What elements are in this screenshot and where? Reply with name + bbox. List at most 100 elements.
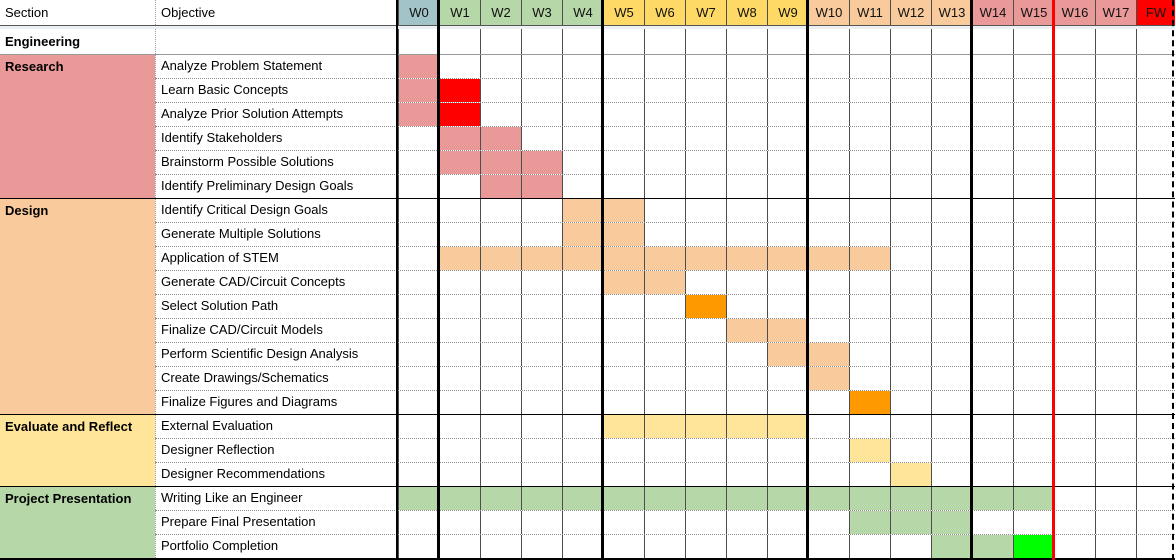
week-cell[interactable]: [603, 29, 644, 54]
week-cell[interactable]: [972, 271, 1013, 294]
week-cell[interactable]: [726, 199, 767, 222]
week-cell[interactable]: [603, 463, 644, 486]
week-cell[interactable]: [398, 319, 439, 342]
week-cell[interactable]: [1013, 439, 1054, 462]
gantt-bar-cell[interactable]: [808, 367, 849, 390]
week-cell[interactable]: [685, 223, 726, 246]
gantt-bar-cell[interactable]: [562, 199, 603, 222]
week-header-w16[interactable]: W16: [1054, 0, 1095, 25]
week-cell[interactable]: [1095, 319, 1136, 342]
week-cell[interactable]: [1054, 29, 1095, 54]
gantt-bar-cell[interactable]: [890, 487, 931, 510]
week-cell[interactable]: [521, 223, 562, 246]
gantt-bar-cell[interactable]: [603, 199, 644, 222]
week-cell[interactable]: [562, 367, 603, 390]
week-cell[interactable]: [849, 151, 890, 174]
gantt-bar-cell[interactable]: [439, 103, 480, 126]
week-cell[interactable]: [685, 55, 726, 78]
gantt-bar-cell[interactable]: [562, 223, 603, 246]
gantt-bar-cell[interactable]: [931, 511, 972, 534]
week-cell[interactable]: [808, 271, 849, 294]
week-header-w5[interactable]: W5: [603, 0, 644, 25]
week-cell[interactable]: [398, 175, 439, 198]
week-cell[interactable]: [849, 55, 890, 78]
week-cell[interactable]: [972, 391, 1013, 414]
week-cell[interactable]: [1095, 439, 1136, 462]
gantt-bar-cell[interactable]: [808, 487, 849, 510]
week-cell[interactable]: [480, 415, 521, 438]
gantt-bar-cell[interactable]: [890, 463, 931, 486]
week-cell[interactable]: [1013, 295, 1054, 318]
task-name-cell[interactable]: Application of STEM: [155, 247, 398, 270]
week-cell[interactable]: [808, 151, 849, 174]
week-cell[interactable]: [562, 151, 603, 174]
week-cell[interactable]: [480, 79, 521, 102]
week-cell[interactable]: [849, 463, 890, 486]
week-cell[interactable]: [890, 391, 931, 414]
week-cell[interactable]: [398, 247, 439, 270]
week-cell[interactable]: [931, 439, 972, 462]
week-cell[interactable]: [1095, 223, 1136, 246]
week-cell[interactable]: [1013, 199, 1054, 222]
week-header-w15[interactable]: W15: [1013, 0, 1054, 25]
week-cell[interactable]: [931, 247, 972, 270]
week-cell[interactable]: [398, 415, 439, 438]
week-cell[interactable]: [726, 79, 767, 102]
task-name-cell[interactable]: Identify Critical Design Goals: [155, 199, 398, 222]
week-cell[interactable]: [1013, 29, 1054, 54]
week-cell[interactable]: [1136, 55, 1175, 78]
week-cell[interactable]: [603, 127, 644, 150]
column-header-section[interactable]: Section: [5, 5, 49, 20]
week-cell[interactable]: [603, 55, 644, 78]
week-cell[interactable]: [726, 223, 767, 246]
week-cell[interactable]: [972, 295, 1013, 318]
week-cell[interactable]: [398, 151, 439, 174]
week-cell[interactable]: [972, 439, 1013, 462]
week-cell[interactable]: [972, 55, 1013, 78]
week-cell[interactable]: [1054, 79, 1095, 102]
week-cell[interactable]: [808, 29, 849, 54]
week-cell[interactable]: [1054, 247, 1095, 270]
week-cell[interactable]: [521, 439, 562, 462]
week-cell[interactable]: [1136, 319, 1175, 342]
section-cell[interactable]: Project Presentation: [0, 487, 155, 558]
week-cell[interactable]: [726, 535, 767, 558]
gantt-bar-cell[interactable]: [439, 151, 480, 174]
week-cell[interactable]: [439, 29, 480, 54]
week-cell[interactable]: [1136, 487, 1175, 510]
week-cell[interactable]: [521, 295, 562, 318]
week-cell[interactable]: [808, 79, 849, 102]
week-cell[interactable]: [685, 175, 726, 198]
week-cell[interactable]: [767, 29, 808, 54]
week-cell[interactable]: [1095, 271, 1136, 294]
gantt-bar-cell[interactable]: [603, 271, 644, 294]
week-cell[interactable]: [849, 271, 890, 294]
week-cell[interactable]: [685, 367, 726, 390]
task-name-cell[interactable]: Analyze Prior Solution Attempts: [155, 103, 398, 126]
week-cell[interactable]: [480, 199, 521, 222]
gantt-bar-cell[interactable]: [439, 79, 480, 102]
week-cell[interactable]: [439, 463, 480, 486]
task-name-cell[interactable]: Learn Basic Concepts: [155, 79, 398, 102]
week-cell[interactable]: [931, 175, 972, 198]
week-header-w9[interactable]: W9: [767, 0, 808, 25]
gantt-bar-cell[interactable]: [398, 79, 439, 102]
week-cell[interactable]: [398, 535, 439, 558]
gantt-bar-cell[interactable]: [1013, 487, 1054, 510]
gantt-bar-cell[interactable]: [521, 151, 562, 174]
week-cell[interactable]: [972, 29, 1013, 54]
week-cell[interactable]: [439, 319, 480, 342]
week-cell[interactable]: [439, 223, 480, 246]
week-cell[interactable]: [890, 127, 931, 150]
week-cell[interactable]: [685, 391, 726, 414]
week-cell[interactable]: [398, 271, 439, 294]
gantt-bar-cell[interactable]: [521, 487, 562, 510]
week-cell[interactable]: [1054, 535, 1095, 558]
week-cell[interactable]: [931, 55, 972, 78]
week-cell[interactable]: [972, 79, 1013, 102]
task-name-cell[interactable]: Generate Multiple Solutions: [155, 223, 398, 246]
week-cell[interactable]: [1136, 127, 1175, 150]
week-cell[interactable]: [890, 415, 931, 438]
week-cell[interactable]: [439, 55, 480, 78]
week-cell[interactable]: [644, 175, 685, 198]
